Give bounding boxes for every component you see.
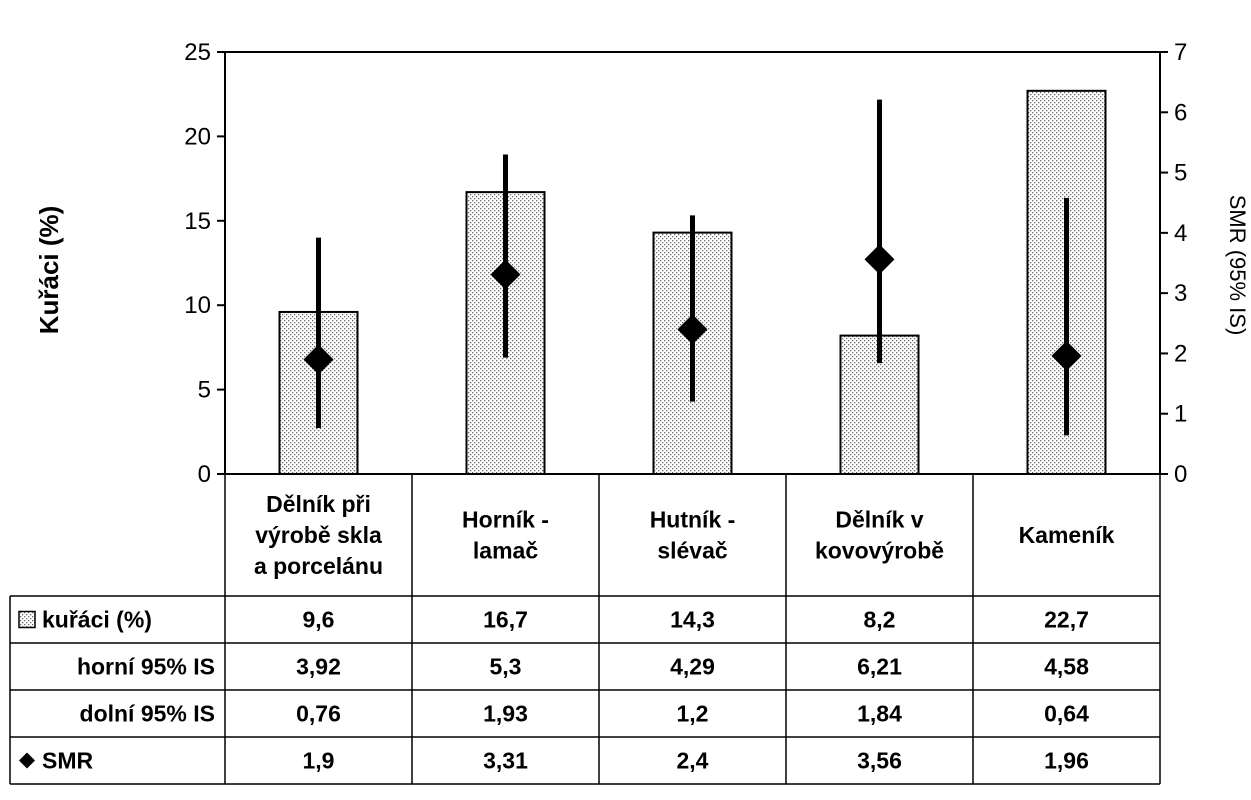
category-label: Dělník v [835,507,923,533]
data-table [9,474,1161,785]
y2-tick-label: 4 [1174,220,1187,247]
table-cell: 1,96 [1044,748,1089,774]
y-axis-label: Kuřáci (%) [34,206,64,335]
table-cell: 1,84 [857,701,902,727]
legend-key-marker [19,752,35,769]
y-tick-label: 15 [184,208,211,235]
table-cell: 3,31 [483,748,528,774]
row-label: SMR [42,748,94,774]
y-tick-label: 5 [198,377,211,404]
table-cell: 6,21 [857,654,902,680]
category-label: Dělník při [266,491,371,517]
category-label: Hutník - [650,507,736,533]
row-label: kuřáci (%) [42,607,152,633]
category-label: výrobě skla [255,522,382,548]
y2-tick-label: 7 [1174,39,1187,66]
bars [278,89,1107,476]
table-cell: 1,93 [483,701,528,727]
table-cell: 0,64 [1044,701,1089,727]
y-tick-label: 25 [184,39,211,66]
category-label: lamač [473,538,538,564]
row-label: dolní 95% IS [80,701,215,727]
smr-marker [1051,340,1082,371]
y-tick-label: 10 [184,292,211,319]
legend-key-bar [18,610,36,629]
smr-markers [303,244,1082,375]
smr-marker [490,259,521,290]
table-cell: 8,2 [864,607,896,633]
table-cell: 3,92 [296,654,341,680]
table-cell: 1,2 [677,701,709,727]
table-cell: 0,76 [296,701,341,727]
y2-tick-label: 3 [1174,280,1187,307]
category-label: slévač [657,538,728,564]
table-cell: 22,7 [1044,607,1089,633]
category-label: Kameník [1019,522,1115,548]
table-cell: 5,3 [490,654,522,680]
y2-tick-label: 5 [1174,160,1187,187]
table-cell: 9,6 [303,607,335,633]
table-cell: 14,3 [670,607,715,633]
table-cell: 16,7 [483,607,528,633]
table-cell: 4,29 [670,654,715,680]
y-tick-label: 20 [184,123,211,150]
y-tick-label: 0 [198,461,211,488]
smr-marker [677,314,708,345]
smr-marker [864,244,895,275]
category-label: Horník - [462,507,549,533]
smr-marker [303,344,334,375]
table-cell: 2,4 [677,748,709,774]
y2-axis-label: SMR (95% IS) [1225,195,1250,336]
table-cell: 3,56 [857,748,902,774]
table-cell: 4,58 [1044,654,1089,680]
y2-tick-label: 1 [1174,401,1187,428]
y2-tick-label: 0 [1174,461,1187,488]
y2-tick-label: 6 [1174,99,1187,126]
error-bars [316,99,1069,436]
row-label: horní 95% IS [77,654,215,680]
y2-tick-label: 2 [1174,340,1187,367]
table-cell: 1,9 [303,748,335,774]
category-label: kovovýrobě [815,538,944,564]
category-label: a porcelánu [254,553,383,579]
chart-labels: 0 5 10 15 20 25 0 1 2 3 4 5 6 7 Kuřáci (%) SMR (95% IS)… [34,39,1250,774]
